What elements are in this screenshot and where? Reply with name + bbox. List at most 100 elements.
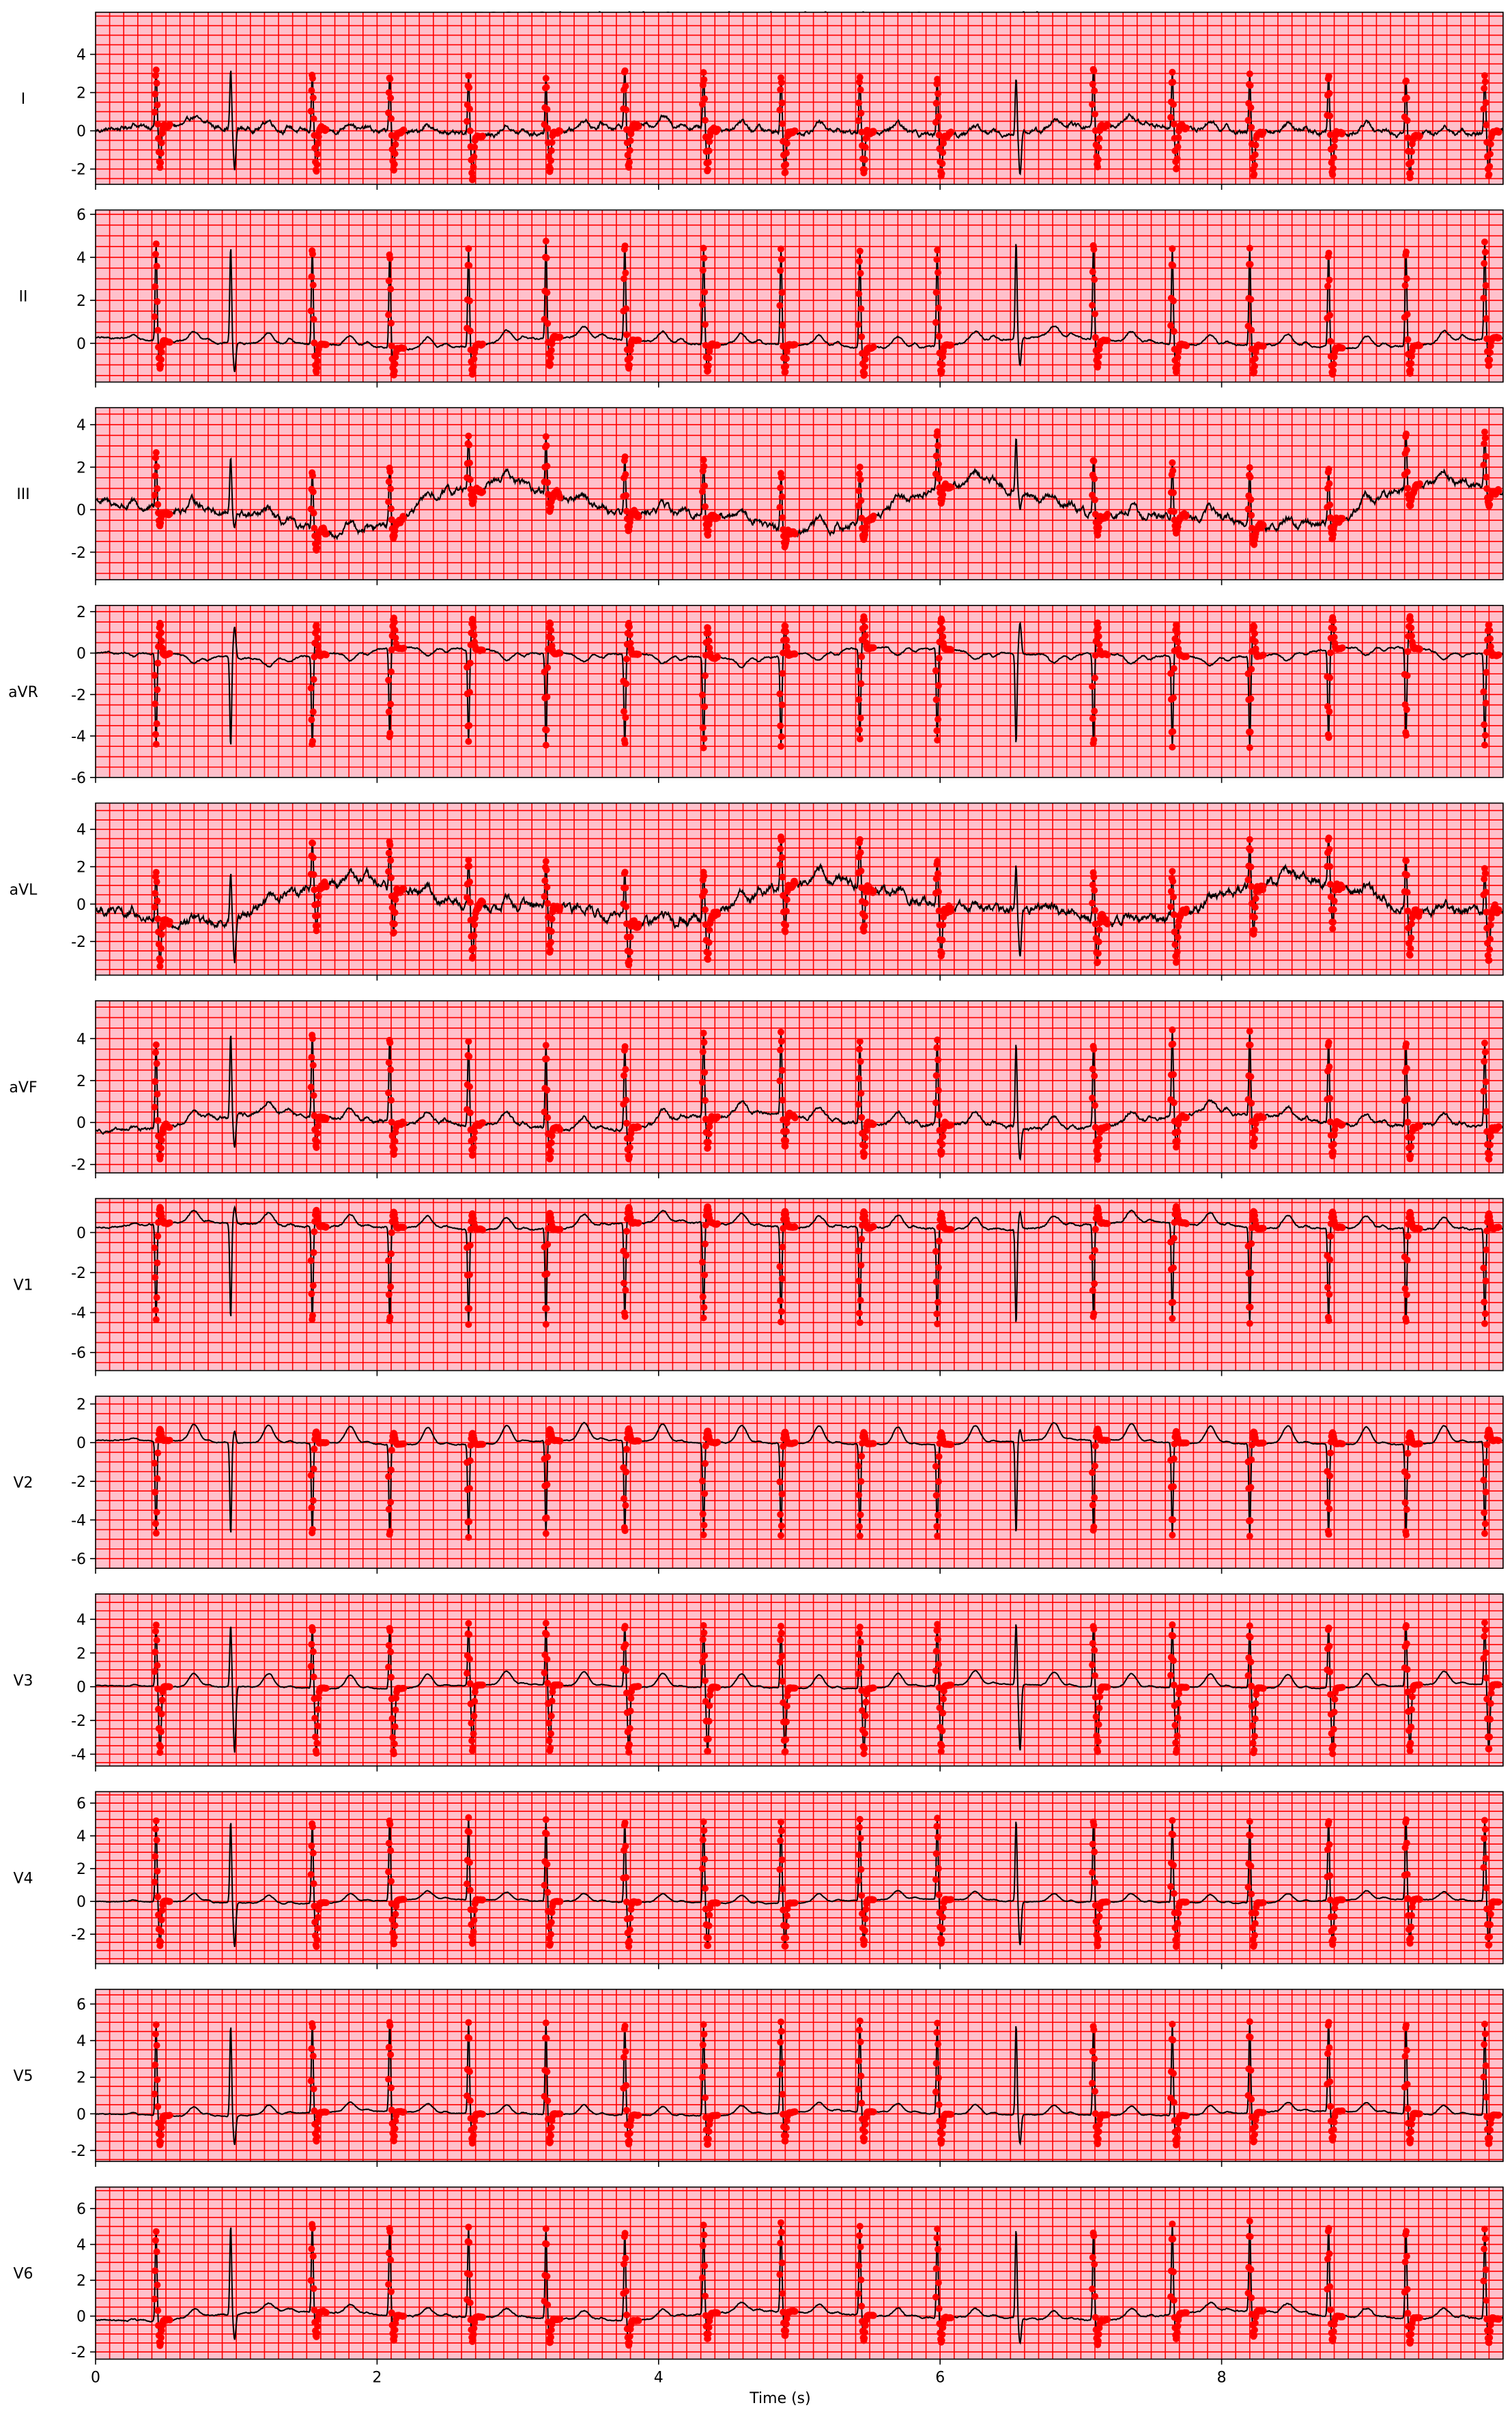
- attention-dot: [313, 626, 321, 634]
- attention-dot: [1403, 1318, 1410, 1325]
- attention-dot: [479, 1681, 487, 1689]
- attention-dot: [776, 504, 784, 511]
- attention-dot: [311, 1714, 319, 1722]
- attention-dot: [465, 2019, 472, 2026]
- attention-dot: [932, 1876, 939, 1884]
- attention-dot: [621, 275, 627, 283]
- attention-dot: [627, 1914, 634, 1922]
- attention-dot: [153, 262, 160, 270]
- attention-dot: [547, 627, 554, 634]
- attention-dot: [153, 463, 160, 470]
- attention-dot: [469, 1151, 476, 1159]
- attention-dot: [626, 147, 633, 154]
- attention-dot: [385, 677, 393, 684]
- attention-dot: [621, 1043, 629, 1050]
- attention-dot: [1248, 666, 1255, 673]
- attention-dot: [934, 1532, 941, 1539]
- attention-dot: [542, 1042, 550, 1049]
- attention-dot: [1325, 1818, 1332, 1826]
- attention-dot: [1173, 165, 1180, 172]
- attention-dot: [1246, 244, 1253, 252]
- attention-dot: [309, 1823, 316, 1830]
- attention-dot: [1251, 1733, 1258, 1740]
- attention-dot: [939, 1133, 947, 1140]
- attention-dot: [1170, 665, 1178, 672]
- attention-dot: [855, 502, 862, 509]
- attention-dot: [626, 354, 633, 362]
- attention-dot: [857, 714, 864, 722]
- ecg-trace-aVF: [96, 1030, 1503, 1163]
- attention-dot: [704, 624, 711, 631]
- attention-dot: [157, 2138, 165, 2146]
- y-tick-label: 2: [76, 293, 86, 310]
- attention-dot: [933, 256, 941, 264]
- attention-dot: [778, 1275, 786, 1282]
- attention-dot: [388, 2106, 395, 2114]
- attention-dot: [1248, 326, 1255, 334]
- attention-dot: [309, 472, 316, 479]
- attention-dot: [152, 1274, 159, 1281]
- attention-dot: [151, 672, 158, 679]
- attention-dots-V1: [151, 1203, 1502, 1329]
- attention-dot: [1092, 1102, 1098, 1109]
- attention-dot: [1089, 100, 1096, 108]
- attention-dot: [939, 921, 947, 928]
- attention-dot: [1326, 708, 1333, 715]
- attention-dot: [387, 1648, 395, 1656]
- attention-dot: [469, 174, 476, 182]
- lead-label-V3: V3: [13, 1673, 33, 1690]
- attention-dot: [702, 1096, 709, 1104]
- attention-dot: [1482, 1649, 1489, 1656]
- attention-dot: [1326, 1872, 1334, 1879]
- attention-dot: [862, 524, 870, 530]
- attention-dot: [541, 893, 548, 900]
- attention-dot: [779, 1677, 786, 1685]
- attention-dot: [627, 933, 634, 941]
- attention-dot: [152, 741, 160, 748]
- attention-dot: [1091, 1280, 1098, 1288]
- attention-dot: [857, 680, 865, 687]
- attention-dot: [777, 1837, 784, 1845]
- attention-dot: [1339, 1440, 1346, 1447]
- attention-dot: [947, 483, 955, 491]
- attention-dot: [466, 1457, 474, 1464]
- attention-dot: [1486, 162, 1494, 170]
- attention-dot: [938, 367, 945, 375]
- attention-dot: [1089, 881, 1096, 889]
- attention-dot: [465, 1038, 472, 1045]
- attention-dot: [547, 946, 554, 954]
- attention-dot: [700, 1304, 708, 1311]
- attention-dot: [702, 321, 709, 328]
- attention-dot: [151, 903, 158, 911]
- attention-dot: [627, 640, 634, 647]
- attention-dot: [547, 1154, 554, 1161]
- attention-dot: [1247, 104, 1255, 111]
- attention-dot: [542, 1320, 550, 1328]
- attention-dot: [1408, 360, 1415, 367]
- attention-dot: [626, 1152, 633, 1160]
- attention-dot: [1407, 1740, 1414, 1747]
- attention-dot: [701, 888, 709, 895]
- attention-dot: [1331, 1696, 1339, 1703]
- attention-dot: [857, 1663, 865, 1671]
- attention-dot: [308, 1641, 315, 1648]
- attention-dot: [714, 126, 722, 133]
- attention-dot: [543, 1514, 550, 1522]
- attention-dot: [158, 2131, 165, 2139]
- attention-dot: [635, 1437, 642, 1445]
- ecg-trace-III: [96, 431, 1503, 553]
- y-tick-label: -6: [71, 770, 86, 787]
- attention-dot: [936, 1704, 943, 1712]
- attention-dot: [933, 1310, 941, 1318]
- attention-dot: [1324, 1283, 1331, 1291]
- attention-dot: [1183, 653, 1190, 660]
- attention-dot: [1326, 1256, 1334, 1264]
- attention-dot: [315, 2118, 322, 2125]
- attention-dot: [1244, 505, 1252, 513]
- attention-dot: [700, 1622, 707, 1629]
- attention-dot: [861, 1134, 869, 1141]
- attention-dot: [1481, 259, 1488, 267]
- attention-dot: [1403, 311, 1411, 318]
- attention-dot: [947, 1441, 955, 1448]
- attention-dot: [1339, 1224, 1346, 1232]
